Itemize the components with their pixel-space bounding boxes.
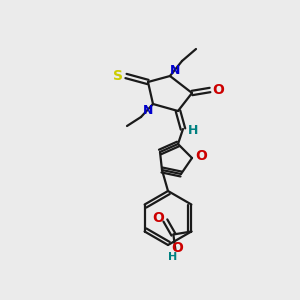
Text: H: H [168, 253, 177, 262]
Text: N: N [143, 103, 153, 116]
Text: O: O [212, 83, 224, 97]
Text: O: O [195, 149, 207, 163]
Text: N: N [170, 64, 180, 76]
Text: O: O [152, 212, 164, 226]
Text: O: O [171, 241, 183, 254]
Text: H: H [188, 124, 198, 137]
Text: S: S [113, 69, 123, 83]
